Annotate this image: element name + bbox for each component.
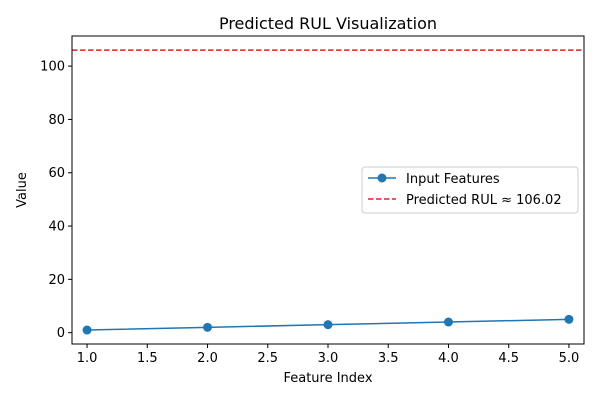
data-point-input-features [564, 314, 574, 324]
x-tick-label: 1.0 [77, 351, 98, 366]
x-tick-label: 5.0 [559, 351, 580, 366]
data-point-input-features [82, 325, 92, 335]
x-tick-label: 2.5 [257, 351, 278, 366]
data-point-input-features [203, 322, 213, 332]
legend-box [361, 166, 579, 214]
x-axis-ticks: 1.0 1.5 2.0 2.5 3.0 3.5 4.0 4.5 5.0 [77, 344, 580, 366]
y-axis-ticks: 0 20 40 60 80 100 [40, 60, 72, 341]
legend-label-input-features: Input Features [406, 172, 500, 187]
x-axis-label: Feature Index [283, 371, 372, 386]
y-tick-label: 60 [48, 166, 65, 181]
legend: Input Features Predicted RUL ≈ 106.02 [361, 166, 579, 214]
y-tick-label: 20 [48, 273, 65, 288]
chart-title: Predicted RUL Visualization [219, 14, 437, 33]
x-tick-label: 1.5 [137, 351, 158, 366]
plot-area [72, 49, 584, 335]
y-tick-label: 100 [40, 60, 65, 75]
legend-label-predicted-rul: Predicted RUL ≈ 106.02 [406, 193, 562, 208]
legend-marker-input-features [377, 173, 387, 183]
y-axis-label: Value [15, 172, 30, 208]
x-tick-label: 3.0 [318, 351, 339, 366]
y-tick-label: 40 [48, 220, 65, 235]
x-tick-label: 2.0 [197, 351, 218, 366]
x-tick-label: 4.0 [438, 351, 459, 366]
y-tick-label: 0 [57, 326, 65, 341]
x-tick-label: 4.5 [498, 351, 519, 366]
data-point-input-features [443, 317, 453, 327]
x-tick-label: 3.5 [378, 351, 399, 366]
y-tick-label: 80 [48, 113, 65, 128]
data-point-input-features [323, 320, 333, 330]
